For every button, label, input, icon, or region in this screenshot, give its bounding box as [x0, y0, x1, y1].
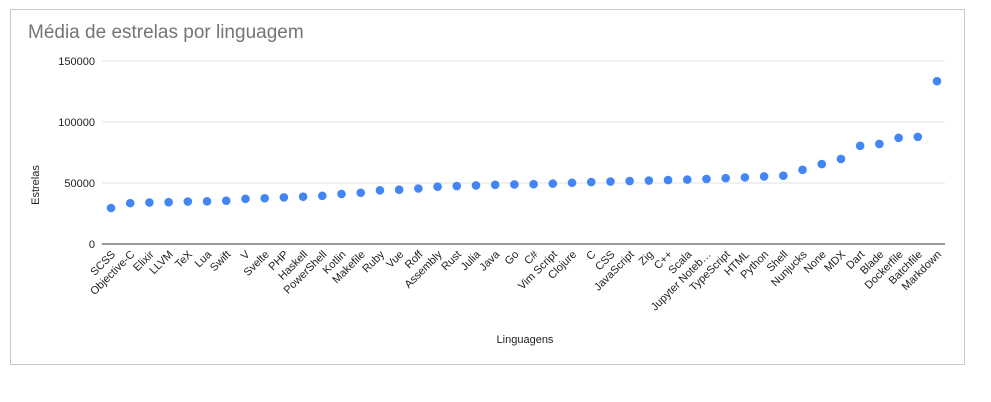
data-point[interactable]	[625, 176, 634, 186]
data-point[interactable]	[721, 173, 730, 183]
data-point[interactable]	[202, 197, 212, 206]
data-point[interactable]	[183, 197, 193, 206]
data-point[interactable]	[702, 174, 711, 184]
data-point[interactable]	[548, 179, 558, 188]
data-point[interactable]	[106, 203, 116, 213]
data-point[interactable]	[164, 197, 173, 207]
data-point[interactable]	[241, 194, 250, 204]
data-point[interactable]	[740, 173, 750, 182]
grid-lines	[102, 60, 945, 184]
data-point[interactable]	[855, 141, 865, 151]
data-point[interactable]	[433, 182, 442, 191]
x-tick-label: Java	[477, 248, 503, 274]
data-point[interactable]	[913, 132, 923, 142]
data-point[interactable]	[452, 181, 462, 191]
x-tick-label: Go	[503, 249, 522, 268]
data-point[interactable]	[663, 175, 673, 185]
data-point[interactable]	[759, 172, 769, 181]
x-tick-label: MDX	[822, 248, 848, 274]
x-tick-label: Julia	[459, 248, 484, 273]
data-point[interactable]	[125, 198, 135, 208]
data-point[interactable]	[894, 133, 903, 143]
y-axis-title: Estrelas	[30, 165, 42, 205]
data-point[interactable]	[414, 184, 423, 193]
y-tick-label: 50000	[64, 178, 95, 190]
data-point[interactable]	[586, 177, 596, 187]
chart-frame	[10, 9, 965, 365]
data-point[interactable]	[779, 171, 788, 180]
data-point[interactable]	[337, 189, 346, 199]
data-point[interactable]	[471, 181, 481, 190]
data-point[interactable]	[932, 76, 942, 86]
chart-title: Média de estrelas por linguagem	[28, 22, 304, 43]
data-point[interactable]	[567, 178, 577, 188]
data-point[interactable]	[606, 177, 615, 186]
data-point[interactable]	[836, 154, 846, 164]
data-point[interactable]	[510, 180, 519, 189]
data-points	[106, 76, 942, 213]
data-point[interactable]	[318, 191, 327, 201]
data-point[interactable]	[644, 176, 654, 185]
y-tick-label: 0	[89, 239, 95, 251]
data-point[interactable]	[145, 198, 154, 207]
data-point[interactable]	[529, 179, 538, 189]
data-point[interactable]	[490, 180, 500, 190]
data-point[interactable]	[875, 139, 884, 149]
y-tick-label: 100000	[58, 117, 95, 129]
data-point[interactable]	[279, 193, 289, 202]
x-tick-label: TeX	[173, 248, 195, 270]
y-tick-labels: 150000 100000 50000 0	[58, 56, 95, 251]
data-point[interactable]	[798, 165, 807, 175]
data-point[interactable]	[221, 196, 231, 205]
data-point[interactable]	[356, 188, 366, 198]
x-axis-title: Linguagens	[497, 334, 554, 346]
data-point[interactable]	[394, 185, 404, 195]
data-point[interactable]	[298, 192, 308, 201]
x-tick-label: Vue	[384, 249, 406, 271]
x-tick-label: Rust	[439, 249, 463, 273]
data-point[interactable]	[817, 159, 827, 169]
y-tick-label: 150000	[58, 56, 95, 68]
data-point[interactable]	[375, 186, 385, 195]
x-tick-label: Swift	[208, 249, 233, 274]
data-point[interactable]	[682, 175, 692, 184]
data-point[interactable]	[260, 193, 269, 203]
